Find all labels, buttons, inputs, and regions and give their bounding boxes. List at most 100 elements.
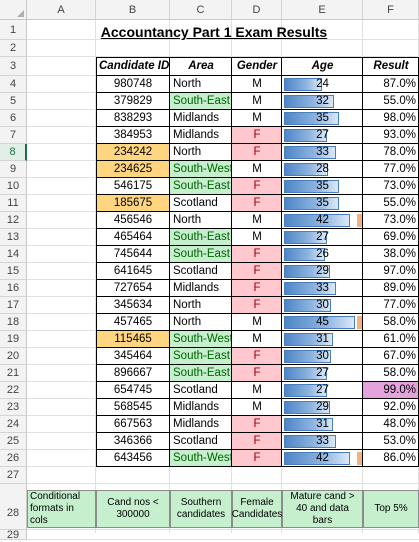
result-cell[interactable]: 55.0% — [383, 95, 416, 107]
age-cell[interactable]: 31 — [282, 416, 363, 433]
row-header-16[interactable]: 16 — [0, 280, 27, 297]
gender-cell[interactable]: F — [232, 127, 282, 144]
result-cell[interactable]: 86.0% — [383, 452, 416, 464]
gender-cell[interactable]: M — [252, 384, 262, 396]
gender-cell[interactable]: M — [252, 95, 262, 107]
area-cell[interactable]: Scotland — [173, 384, 218, 396]
candidate-id-cell[interactable]: 667563 — [113, 418, 153, 430]
row-header-5[interactable]: 5 — [0, 93, 27, 110]
candidate-id-cell[interactable]: 115465 — [96, 331, 170, 348]
candidate-id-cell[interactable]: 346366 — [113, 435, 153, 447]
result-cell[interactable]: 67.0% — [383, 350, 416, 362]
result-cell[interactable]: 98.0% — [383, 112, 416, 124]
select-all-corner[interactable] — [0, 0, 27, 20]
row-header-21[interactable]: 21 — [0, 365, 27, 382]
row-header-2[interactable]: 2 — [0, 40, 27, 57]
age-cell[interactable]: 42 — [282, 212, 363, 229]
result-cell[interactable]: 97.0% — [383, 265, 416, 277]
candidate-id-cell[interactable]: 234625 — [96, 161, 170, 178]
header-candidate-id[interactable]: Candidate ID — [99, 60, 170, 72]
result-cell[interactable]: 55.0% — [383, 197, 416, 209]
result-cell[interactable]: 58.0% — [383, 367, 416, 379]
gender-cell[interactable]: F — [232, 178, 282, 195]
gender-cell[interactable]: M — [252, 112, 262, 124]
result-cell[interactable]: 87.0% — [383, 78, 416, 90]
candidate-id-cell[interactable]: 727654 — [113, 282, 153, 294]
row-header-10[interactable]: 10 — [0, 178, 27, 195]
age-cell[interactable]: 35 — [282, 110, 363, 127]
row-header-29[interactable]: 29 — [0, 530, 27, 541]
gender-cell[interactable]: F — [232, 280, 282, 297]
row-header-1[interactable]: 1 — [0, 20, 27, 40]
row-header-8[interactable]: 8 — [0, 144, 27, 161]
area-cell[interactable]: Scotland — [173, 197, 218, 209]
row-header-6[interactable]: 6 — [0, 110, 27, 127]
row-header-23[interactable]: 23 — [0, 399, 27, 416]
age-cell[interactable]: 42 — [282, 450, 363, 467]
result-cell[interactable]: 99.0% — [363, 382, 419, 399]
row-header-19[interactable]: 19 — [0, 331, 27, 348]
result-cell[interactable]: 69.0% — [383, 231, 416, 243]
column-header-c[interactable]: C — [170, 0, 232, 20]
result-cell[interactable]: 38.0% — [383, 248, 416, 260]
row-header-26[interactable]: 26 — [0, 450, 27, 467]
candidate-id-cell[interactable]: 568545 — [113, 401, 153, 413]
age-cell[interactable]: 35 — [282, 178, 363, 195]
age-cell[interactable]: 27 — [282, 127, 363, 144]
row-header-7[interactable]: 7 — [0, 127, 27, 144]
row-header-12[interactable]: 12 — [0, 212, 27, 229]
result-cell[interactable]: 73.0% — [383, 214, 416, 226]
result-cell[interactable]: 61.0% — [383, 333, 416, 345]
age-cell[interactable]: 33 — [282, 144, 363, 161]
gender-cell[interactable]: M — [252, 78, 262, 90]
header-area[interactable]: Area — [188, 60, 214, 72]
row-header-28[interactable]: 28 — [0, 484, 27, 530]
age-cell[interactable]: 27 — [282, 382, 363, 399]
candidate-id-cell[interactable]: 641645 — [113, 265, 153, 277]
result-cell[interactable]: 93.0% — [383, 129, 416, 141]
column-header-a[interactable]: A — [27, 0, 96, 20]
row-header-25[interactable]: 25 — [0, 433, 27, 450]
age-cell[interactable]: 33 — [282, 433, 363, 450]
row-header-11[interactable]: 11 — [0, 195, 27, 212]
row-header-22[interactable]: 22 — [0, 382, 27, 399]
age-cell[interactable]: 31 — [282, 331, 363, 348]
row-header-4[interactable]: 4 — [0, 76, 27, 93]
gender-cell[interactable]: F — [232, 348, 282, 365]
area-cell[interactable]: Midlands — [173, 418, 220, 430]
area-cell[interactable]: Midlands — [173, 401, 220, 413]
result-cell[interactable]: 77.0% — [383, 163, 416, 175]
candidate-id-cell[interactable]: 546175 — [113, 180, 153, 192]
gender-cell[interactable]: F — [232, 365, 282, 382]
result-cell[interactable]: 78.0% — [383, 146, 416, 158]
row-header-9[interactable]: 9 — [0, 161, 27, 178]
age-cell[interactable]: 30 — [282, 297, 363, 314]
result-cell[interactable]: 73.0% — [383, 180, 416, 192]
header-result[interactable]: Result — [373, 60, 409, 72]
area-cell[interactable]: Scotland — [173, 435, 218, 447]
candidate-id-cell[interactable]: 234242 — [96, 144, 170, 161]
gender-cell[interactable]: F — [232, 416, 282, 433]
area-cell[interactable]: South-West — [170, 450, 232, 467]
gender-cell[interactable]: F — [232, 263, 282, 280]
age-cell[interactable]: 28 — [282, 161, 363, 178]
row-header-24[interactable]: 24 — [0, 416, 27, 433]
age-cell[interactable]: 26 — [282, 246, 363, 263]
row-header-15[interactable]: 15 — [0, 263, 27, 280]
column-header-d[interactable]: D — [232, 0, 282, 20]
age-cell[interactable]: 35 — [282, 195, 363, 212]
result-cell[interactable]: 48.0% — [383, 418, 416, 430]
gender-cell[interactable]: F — [232, 433, 282, 450]
area-cell[interactable]: South-West — [170, 331, 232, 348]
result-cell[interactable]: 53.0% — [383, 435, 416, 447]
candidate-id-cell[interactable]: 654745 — [113, 384, 153, 396]
gender-cell[interactable]: M — [252, 163, 262, 175]
header-gender[interactable]: Gender — [236, 60, 278, 72]
age-cell[interactable]: 33 — [282, 280, 363, 297]
gender-cell[interactable]: F — [232, 144, 282, 161]
age-cell[interactable]: 29 — [282, 399, 363, 416]
candidate-id-cell[interactable]: 345464 — [113, 350, 153, 362]
result-cell[interactable]: 89.0% — [383, 282, 416, 294]
age-cell[interactable]: 27 — [282, 229, 363, 246]
area-cell[interactable]: South-West — [170, 161, 232, 178]
